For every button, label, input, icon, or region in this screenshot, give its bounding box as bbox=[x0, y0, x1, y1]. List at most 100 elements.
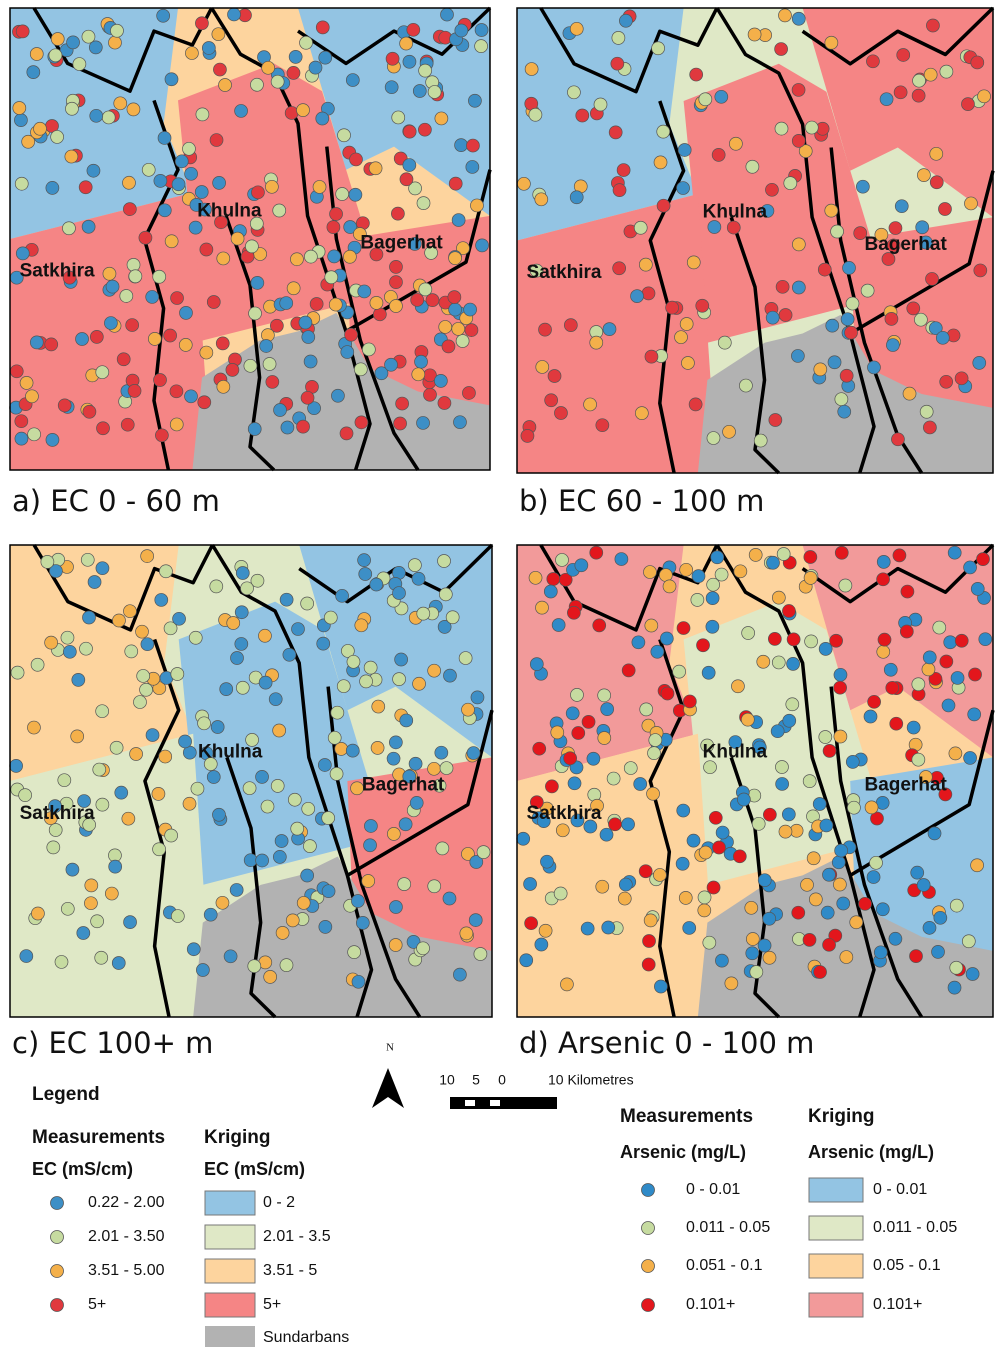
measurement-point bbox=[373, 308, 386, 321]
measurement-point bbox=[82, 220, 95, 233]
measurement-point bbox=[607, 772, 620, 785]
measurement-point bbox=[324, 611, 337, 624]
measurement-point bbox=[327, 221, 340, 234]
measurement-point bbox=[265, 180, 278, 193]
measurement-point bbox=[712, 148, 725, 161]
measurement-point bbox=[275, 834, 288, 847]
measurement-point bbox=[200, 243, 213, 256]
measurement-point bbox=[920, 405, 933, 418]
measurement-point bbox=[775, 761, 788, 774]
measurement-point bbox=[673, 665, 686, 678]
measurement-point bbox=[301, 597, 314, 610]
measurement-point bbox=[403, 55, 416, 68]
measurement-point bbox=[925, 272, 938, 285]
measurement-point bbox=[603, 323, 616, 336]
measurement-point bbox=[142, 163, 155, 176]
measurement-point bbox=[137, 669, 150, 682]
measurement-point bbox=[455, 139, 468, 152]
measurement-point bbox=[716, 826, 729, 839]
measurement-point bbox=[85, 879, 98, 892]
map-panel: KhulnaBagerhatSatkhirad) Arsenic 0 - 100… bbox=[517, 545, 993, 1060]
measurement-point bbox=[153, 843, 166, 856]
measurement-point bbox=[250, 78, 263, 91]
measurement-point bbox=[890, 717, 903, 730]
measurement-point bbox=[200, 346, 213, 359]
measurement-point bbox=[248, 960, 261, 973]
measurement-point bbox=[219, 79, 232, 92]
measurement-point bbox=[231, 232, 244, 245]
measurement-point bbox=[867, 361, 880, 374]
measurement-point bbox=[49, 824, 62, 837]
measurement-point bbox=[127, 103, 140, 116]
measurement-point bbox=[520, 954, 533, 967]
measurement-point bbox=[600, 828, 613, 841]
measurement-point bbox=[227, 617, 240, 630]
measurement-point bbox=[273, 204, 286, 217]
measurement-point bbox=[146, 290, 159, 303]
measurement-point bbox=[727, 221, 740, 234]
measurement-point bbox=[16, 25, 29, 38]
measurement-point bbox=[362, 875, 375, 888]
measurement-point bbox=[566, 707, 579, 720]
measurement-point bbox=[211, 721, 224, 734]
measurement-point bbox=[66, 863, 79, 876]
legend-label: 3.51 - 5 bbox=[263, 1262, 317, 1279]
measurement-point bbox=[319, 920, 332, 933]
measurement-point bbox=[110, 741, 123, 754]
measurement-point bbox=[328, 731, 341, 744]
measurement-point bbox=[19, 789, 32, 802]
measurement-point bbox=[617, 164, 630, 177]
measurement-point bbox=[46, 433, 59, 446]
measurement-point bbox=[440, 8, 453, 21]
measurement-point bbox=[835, 844, 848, 857]
measurement-point bbox=[889, 222, 902, 235]
measurement-point bbox=[297, 104, 310, 117]
measurement-point bbox=[462, 703, 475, 716]
measurement-point bbox=[170, 418, 183, 431]
legend-marker bbox=[642, 1184, 655, 1197]
measurement-point bbox=[452, 322, 465, 335]
measurement-point bbox=[699, 93, 712, 106]
measurement-point bbox=[966, 968, 979, 981]
measurement-point bbox=[122, 812, 135, 825]
measurement-point bbox=[971, 582, 984, 595]
measurement-point bbox=[146, 729, 159, 742]
measurement-point bbox=[76, 333, 89, 346]
measurement-point bbox=[16, 247, 29, 260]
legend-marker bbox=[51, 1299, 64, 1312]
measurement-point bbox=[907, 302, 920, 315]
measurement-point bbox=[45, 636, 58, 649]
measurement-point bbox=[933, 621, 946, 634]
measurement-point bbox=[264, 970, 277, 983]
measurement-point bbox=[280, 297, 293, 310]
measurement-point bbox=[230, 883, 243, 896]
measurement-point bbox=[439, 588, 452, 601]
measurement-point bbox=[916, 221, 929, 234]
measurement-point bbox=[554, 887, 567, 900]
measurement-point bbox=[907, 721, 920, 734]
measurement-point bbox=[900, 625, 913, 638]
measurement-point bbox=[319, 51, 332, 64]
measurement-point bbox=[825, 36, 838, 49]
measurement-point bbox=[590, 546, 603, 559]
measurement-point bbox=[297, 896, 310, 909]
measurement-point bbox=[843, 261, 856, 274]
measurement-point bbox=[153, 270, 166, 283]
measurement-point bbox=[364, 839, 377, 852]
measurement-point bbox=[121, 418, 134, 431]
measurement-point bbox=[25, 390, 38, 403]
measurement-point bbox=[750, 965, 763, 978]
measurement-point bbox=[216, 337, 229, 350]
measurement-point bbox=[90, 330, 103, 343]
place-label: Bagerhat bbox=[864, 775, 947, 796]
measurement-point bbox=[690, 68, 703, 81]
legend-label: 5+ bbox=[263, 1296, 281, 1313]
measurement-point bbox=[31, 658, 44, 671]
measurement-point bbox=[551, 726, 564, 739]
legend-swatch bbox=[205, 1293, 255, 1317]
measurement-point bbox=[792, 281, 805, 294]
measurement-point bbox=[84, 897, 97, 910]
measurement-point bbox=[741, 713, 754, 726]
measurement-point bbox=[624, 762, 637, 775]
measurement-point bbox=[709, 811, 722, 824]
